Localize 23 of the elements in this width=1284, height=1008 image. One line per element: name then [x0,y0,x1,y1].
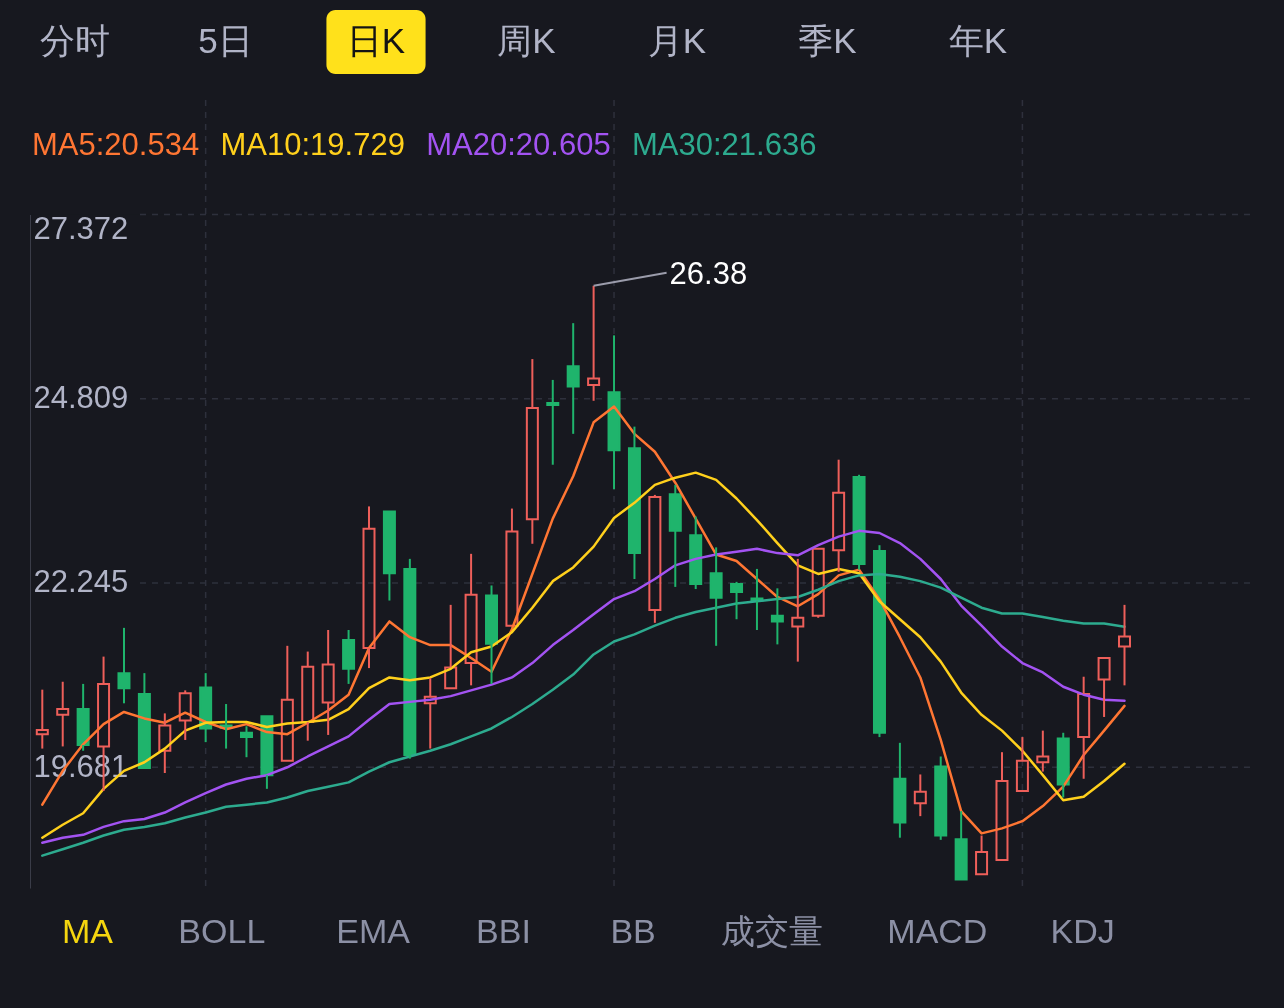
text: KDJ [1050,912,1115,950]
text: EMA [336,912,411,950]
text: BBI [476,912,531,950]
y-tick-label: 22.245 [33,564,129,600]
text: 日K [346,21,406,60]
text: 成交量 [721,912,824,950]
text: MA5:20.534 [32,127,200,162]
y-tick-label: 24.809 [33,380,129,416]
text: BOLL [178,912,266,950]
text: BB [610,912,656,950]
text: MA30:21.636 [632,127,817,162]
text: MA20:20.605 [426,127,611,162]
text: MACD [887,912,988,950]
text: 周K [497,21,556,60]
text: 分时 [40,21,110,60]
text: 5日 [198,21,253,60]
text: MA10:19.729 [220,127,405,162]
text: 季K [798,21,857,60]
text: 年K [948,21,1008,60]
text: 月K [647,21,707,60]
text: MA [62,912,114,950]
annotation: 26.38 [669,255,748,291]
y-tick-label: 27.372 [33,211,129,246]
